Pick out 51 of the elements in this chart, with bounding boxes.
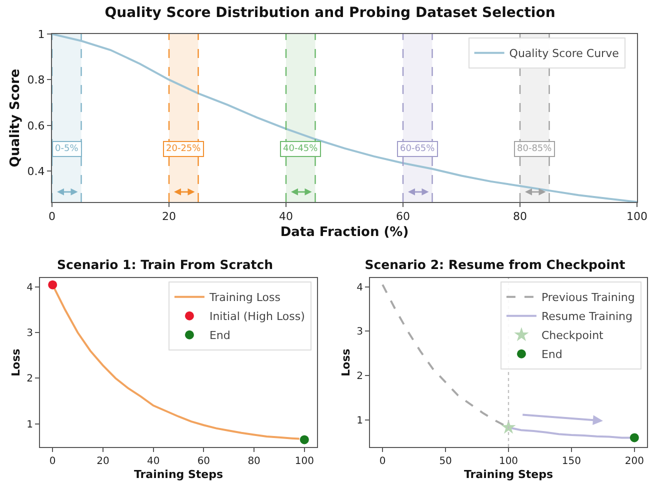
legend-label: End [541,348,562,362]
x-tick-label: 60 [396,210,410,224]
y-tick-label: 1 [356,415,363,426]
x-tick-label: 40 [279,210,293,224]
x-axis-title: Data Fraction (%) [280,224,409,240]
legend-label: End [209,329,230,342]
x-tick-label: 100 [498,456,518,467]
band-label: 40-45% [283,144,318,154]
y-axis-title: Loss [339,348,352,376]
legend-label: Training Loss [208,291,281,304]
legend-label: Resume Training [541,310,632,324]
x-axis-title: Training Steps [464,468,554,482]
x-tick-label: 100 [294,456,314,467]
y-tick-label: 3 [356,326,363,338]
band-label: 60-65% [400,144,436,154]
y-tick-label: 1 [26,419,33,430]
x-tick-label: 150 [562,456,581,467]
x-tick-label: 200 [624,456,644,467]
band-label: 80-85% [517,144,552,154]
x-tick-label: 0 [49,456,56,467]
y-tick-label: 4 [26,282,33,294]
band-label: 20-25% [166,144,202,154]
x-axis-title: Training Steps [134,468,224,482]
legend-label: Initial (High Loss) [209,310,305,324]
legend-label: Checkpoint [541,329,604,342]
y-tick-label: 2 [356,371,363,382]
y-axis-title: Loss [9,348,22,376]
y-tick-label: 1 [38,28,45,41]
x-tick-label: 80 [513,210,527,224]
x-tick-label: 60 [197,456,210,467]
x-tick-label: 0 [48,210,56,224]
y-tick-label: 3 [26,328,33,340]
y-tick-label: 0.6 [27,119,45,132]
x-tick-label: 20 [162,210,176,224]
band-label: 0-5% [55,144,79,154]
y-tick-label: 4 [356,282,363,294]
y-tick-label: 0.4 [27,164,45,178]
y-tick-label: 0.8 [27,74,45,87]
y-axis-title: Quality Score [8,68,24,168]
legend-label: Quality Score Curve [509,47,620,60]
y-tick-label: 2 [26,374,33,385]
chart-title: Scenario 1: Train From Scratch [56,256,274,272]
x-tick-label: 80 [248,456,260,467]
legend-label: Previous Training [541,291,635,304]
x-tick-label: 40 [146,456,160,467]
chart-title: Quality Score Distribution and Probing Dataset Selection [104,5,556,22]
x-tick-label: 0 [379,456,386,467]
x-tick-label: 50 [439,456,452,467]
chart-title: Scenario 2: Resume from Checkpoint [364,256,626,272]
x-tick-label: 100 [626,210,648,224]
x-tick-label: 20 [96,456,110,467]
